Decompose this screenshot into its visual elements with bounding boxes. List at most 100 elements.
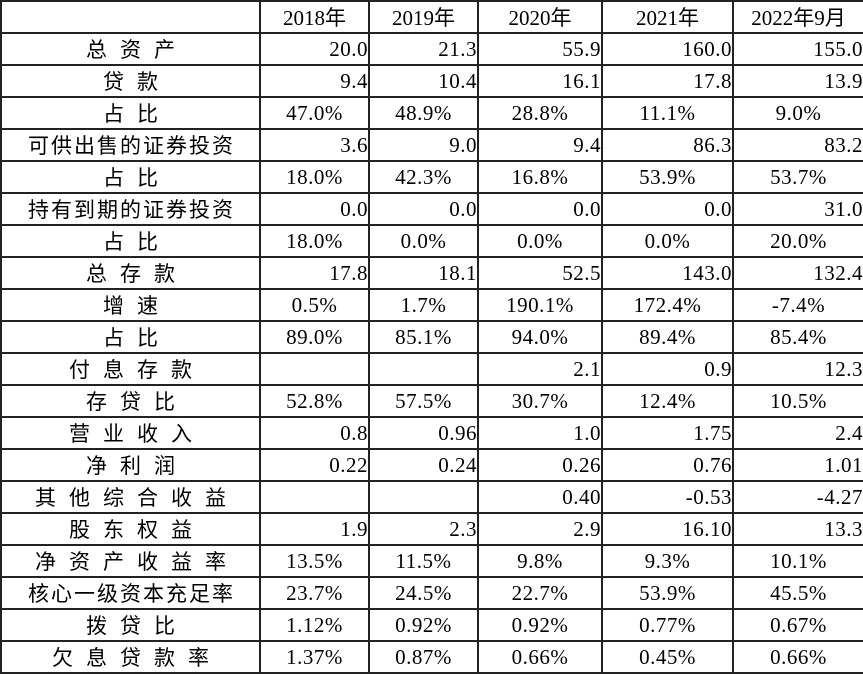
value-cell[interactable]: 9.4 bbox=[259, 64, 370, 98]
row-label[interactable]: 拨贷比 bbox=[0, 608, 261, 642]
value-cell[interactable]: 2.3 bbox=[368, 512, 479, 546]
value-cell[interactable]: 0.76 bbox=[601, 448, 734, 482]
value-cell[interactable]: 16.1 bbox=[477, 64, 603, 98]
row-label[interactable]: 净资产收益率 bbox=[0, 544, 261, 578]
value-cell[interactable]: 0.0% bbox=[477, 224, 603, 258]
value-cell[interactable]: 1.12% bbox=[259, 608, 370, 642]
row-label[interactable]: 总资产 bbox=[0, 32, 261, 66]
value-cell[interactable]: 0.0% bbox=[368, 224, 479, 258]
row-label[interactable]: 持有到期的证券投资 bbox=[0, 192, 261, 226]
value-cell[interactable]: 30.7% bbox=[477, 384, 603, 418]
row-label[interactable]: 核心一级资本充足率 bbox=[0, 576, 261, 610]
value-cell[interactable]: 1.01 bbox=[732, 448, 863, 482]
value-cell[interactable]: 0.87% bbox=[368, 640, 479, 674]
value-cell[interactable]: 0.22 bbox=[259, 448, 370, 482]
value-cell[interactable]: 2.1 bbox=[477, 352, 603, 386]
value-cell[interactable]: 132.4 bbox=[732, 256, 863, 290]
row-label[interactable]: 总存款 bbox=[0, 256, 261, 290]
value-cell[interactable]: 85.1% bbox=[368, 320, 479, 354]
value-cell[interactable]: 1.75 bbox=[601, 416, 734, 450]
value-cell[interactable]: 48.9% bbox=[368, 96, 479, 130]
value-cell[interactable]: 0.96 bbox=[368, 416, 479, 450]
value-cell[interactable]: 52.8% bbox=[259, 384, 370, 418]
value-cell[interactable]: 18.0% bbox=[259, 160, 370, 194]
value-cell[interactable]: 11.1% bbox=[601, 96, 734, 130]
value-cell[interactable]: 3.6 bbox=[259, 128, 370, 162]
value-cell[interactable]: 0.92% bbox=[368, 608, 479, 642]
year-column-header[interactable]: 2019年 bbox=[368, 0, 479, 34]
row-label[interactable]: 付息存款 bbox=[0, 352, 261, 386]
value-cell[interactable]: 9.3% bbox=[601, 544, 734, 578]
value-cell[interactable]: 16.10 bbox=[601, 512, 734, 546]
row-label[interactable]: 贷款 bbox=[0, 64, 261, 98]
value-cell[interactable]: 1.9 bbox=[259, 512, 370, 546]
value-cell[interactable]: 10.1% bbox=[732, 544, 863, 578]
value-cell[interactable]: 45.5% bbox=[732, 576, 863, 610]
value-cell[interactable]: 22.7% bbox=[477, 576, 603, 610]
value-cell[interactable]: 0.45% bbox=[601, 640, 734, 674]
value-cell[interactable]: 57.5% bbox=[368, 384, 479, 418]
value-cell[interactable]: 94.0% bbox=[477, 320, 603, 354]
value-cell[interactable]: 0.40 bbox=[477, 480, 603, 514]
corner-cell[interactable] bbox=[0, 0, 261, 34]
value-cell[interactable] bbox=[259, 352, 370, 386]
value-cell[interactable]: 9.0% bbox=[732, 96, 863, 130]
value-cell[interactable]: 31.0 bbox=[732, 192, 863, 226]
value-cell[interactable] bbox=[368, 352, 479, 386]
value-cell[interactable]: 1.7% bbox=[368, 288, 479, 322]
value-cell[interactable]: 172.4% bbox=[601, 288, 734, 322]
row-label[interactable]: 可供出售的证券投资 bbox=[0, 128, 261, 162]
row-label[interactable]: 存贷比 bbox=[0, 384, 261, 418]
row-label[interactable]: 其他综合收益 bbox=[0, 480, 261, 514]
value-cell[interactable]: 13.3 bbox=[732, 512, 863, 546]
value-cell[interactable]: 12.3 bbox=[732, 352, 863, 386]
value-cell[interactable]: 9.8% bbox=[477, 544, 603, 578]
value-cell[interactable]: 28.8% bbox=[477, 96, 603, 130]
value-cell[interactable]: 0.26 bbox=[477, 448, 603, 482]
value-cell[interactable]: 0.5% bbox=[259, 288, 370, 322]
row-label[interactable]: 占比 bbox=[0, 160, 261, 194]
value-cell[interactable]: 0.0% bbox=[601, 224, 734, 258]
value-cell[interactable]: 1.0 bbox=[477, 416, 603, 450]
value-cell[interactable]: 0.66% bbox=[477, 640, 603, 674]
value-cell[interactable]: 13.9 bbox=[732, 64, 863, 98]
value-cell[interactable]: 52.5 bbox=[477, 256, 603, 290]
value-cell[interactable]: 0.8 bbox=[259, 416, 370, 450]
row-label[interactable]: 股东权益 bbox=[0, 512, 261, 546]
value-cell[interactable]: 16.8% bbox=[477, 160, 603, 194]
value-cell[interactable]: 0.67% bbox=[732, 608, 863, 642]
value-cell[interactable]: 0.77% bbox=[601, 608, 734, 642]
value-cell[interactable]: 53.9% bbox=[601, 576, 734, 610]
value-cell[interactable]: 20.0 bbox=[259, 32, 370, 66]
value-cell[interactable]: 1.37% bbox=[259, 640, 370, 674]
value-cell[interactable]: 20.0% bbox=[732, 224, 863, 258]
value-cell[interactable]: 24.5% bbox=[368, 576, 479, 610]
value-cell[interactable]: 0.0 bbox=[259, 192, 370, 226]
value-cell[interactable]: 10.4 bbox=[368, 64, 479, 98]
year-column-header[interactable]: 2021年 bbox=[601, 0, 734, 34]
value-cell[interactable]: 53.7% bbox=[732, 160, 863, 194]
row-label[interactable]: 欠息贷款率 bbox=[0, 640, 261, 674]
value-cell[interactable]: 2.9 bbox=[477, 512, 603, 546]
value-cell[interactable]: 42.3% bbox=[368, 160, 479, 194]
value-cell[interactable]: 85.4% bbox=[732, 320, 863, 354]
value-cell[interactable]: 0.0 bbox=[601, 192, 734, 226]
value-cell[interactable]: 12.4% bbox=[601, 384, 734, 418]
value-cell[interactable]: 160.0 bbox=[601, 32, 734, 66]
value-cell[interactable]: 83.2 bbox=[732, 128, 863, 162]
value-cell[interactable]: 0.24 bbox=[368, 448, 479, 482]
value-cell[interactable]: 143.0 bbox=[601, 256, 734, 290]
row-label[interactable]: 净利润 bbox=[0, 448, 261, 482]
row-label[interactable]: 占比 bbox=[0, 96, 261, 130]
value-cell[interactable]: 17.8 bbox=[259, 256, 370, 290]
value-cell[interactable]: 53.9% bbox=[601, 160, 734, 194]
value-cell[interactable]: 89.0% bbox=[259, 320, 370, 354]
value-cell[interactable]: 18.0% bbox=[259, 224, 370, 258]
value-cell[interactable]: 2.4 bbox=[732, 416, 863, 450]
value-cell[interactable]: 0.0 bbox=[368, 192, 479, 226]
value-cell[interactable]: -0.53 bbox=[601, 480, 734, 514]
value-cell[interactable]: 23.7% bbox=[259, 576, 370, 610]
value-cell[interactable]: 47.0% bbox=[259, 96, 370, 130]
row-label[interactable]: 营业收入 bbox=[0, 416, 261, 450]
value-cell[interactable]: -4.27 bbox=[732, 480, 863, 514]
